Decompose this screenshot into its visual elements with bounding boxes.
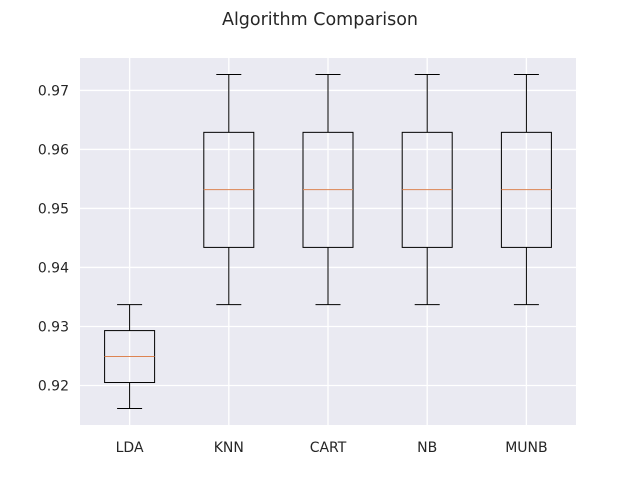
x-tick-label-lda: LDA xyxy=(116,440,144,456)
y-tick-label: 0.96 xyxy=(38,142,69,158)
x-tick-label-munb: MUNB xyxy=(505,440,547,456)
boxes xyxy=(104,74,552,409)
chart-title: Algorithm Comparison xyxy=(222,10,418,30)
box-munb xyxy=(500,74,552,306)
y-tick-label: 0.97 xyxy=(38,83,69,99)
y-tick-label: 0.93 xyxy=(38,319,69,335)
y-tick-label: 0.95 xyxy=(38,201,69,217)
x-axis-tick-labels: LDA KNN CART NB MUNB xyxy=(116,440,548,456)
x-tick-label-cart: CART xyxy=(310,440,347,456)
y-tick-label: 0.92 xyxy=(38,378,69,394)
y-tick-label: 0.94 xyxy=(38,260,69,276)
x-tick-label-nb: NB xyxy=(417,440,437,456)
y-axis-tick-labels: 0.92 0.93 0.94 0.95 0.96 0.97 xyxy=(38,83,69,394)
box-nb xyxy=(401,74,453,306)
box-cart xyxy=(302,74,354,306)
box-knn xyxy=(203,74,255,306)
box-lda xyxy=(104,304,156,409)
x-tick-label-knn: KNN xyxy=(214,440,244,456)
